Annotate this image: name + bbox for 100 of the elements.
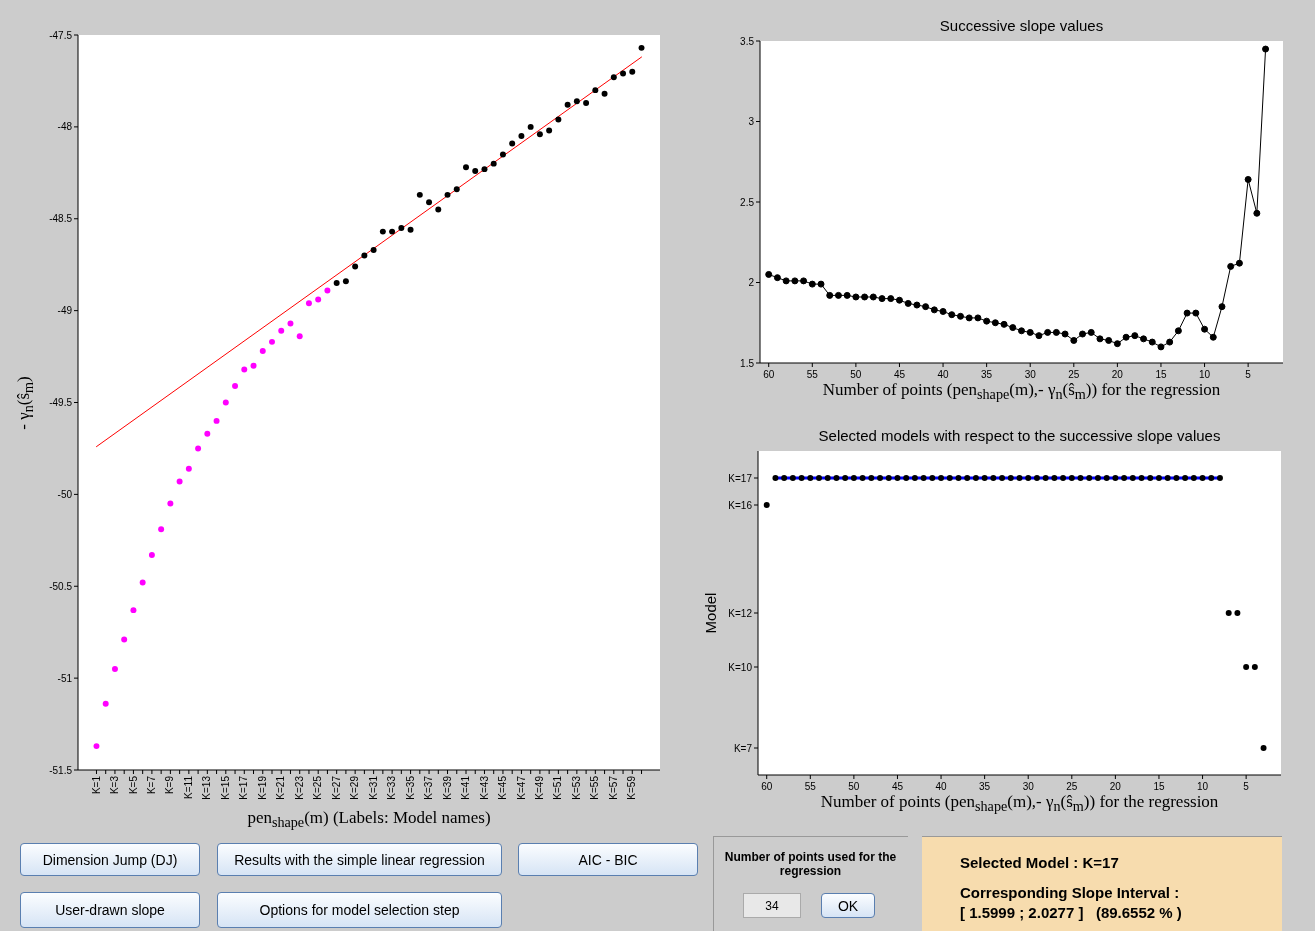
x-tick-label: 10 — [1198, 369, 1211, 381]
point — [965, 314, 973, 322]
text-field: 34 — [743, 893, 801, 918]
point — [361, 252, 368, 259]
y-axis-title: Model — [702, 591, 720, 636]
point — [195, 445, 202, 452]
y-tick-label: K=12 — [728, 607, 753, 619]
point — [826, 291, 834, 299]
point — [1182, 475, 1189, 481]
point — [852, 293, 860, 301]
x-tick-label: K=55 — [589, 775, 601, 800]
point — [920, 475, 927, 481]
point — [859, 475, 866, 481]
point — [250, 362, 257, 369]
point — [1044, 328, 1052, 336]
point — [1129, 475, 1136, 481]
point — [955, 475, 962, 481]
y-tick-label: 1.5 — [740, 357, 755, 369]
point — [1061, 330, 1069, 338]
point — [1042, 475, 1049, 481]
point — [342, 278, 349, 285]
point — [1113, 340, 1121, 348]
point — [472, 168, 479, 174]
x-tick-label: 40 — [937, 369, 950, 381]
point — [333, 280, 340, 287]
x-tick-label: 5 — [1243, 781, 1250, 793]
x-tick-label: K=9 — [164, 775, 176, 795]
x-tick-label: 35 — [981, 369, 993, 381]
point — [903, 475, 910, 481]
y-tick-label: -51.5 — [49, 764, 73, 776]
point — [1121, 475, 1128, 481]
x-tick-label: K=3 — [109, 775, 121, 795]
point — [1051, 475, 1058, 481]
y-tick-label: -50 — [57, 488, 73, 500]
point — [946, 475, 953, 481]
point — [1208, 475, 1215, 481]
x-tick-label: K=5 — [127, 775, 139, 795]
x-tick-label: 10 — [1196, 781, 1209, 793]
point — [1166, 338, 1174, 346]
y-tick-label: K=16 — [728, 499, 753, 511]
x-tick-label: K=49 — [534, 775, 545, 800]
point — [444, 191, 451, 198]
point — [1000, 320, 1008, 328]
point — [352, 263, 359, 270]
point — [1026, 328, 1034, 336]
point — [885, 475, 892, 481]
button: AIC - BIC — [518, 843, 698, 876]
text: [ 1.5999 ; 2.0277 ] (89.6552 % ) — [960, 904, 1182, 921]
point — [974, 314, 982, 322]
point — [1227, 262, 1235, 270]
point — [259, 348, 266, 355]
point — [241, 366, 248, 373]
button: User-drawn slope — [20, 892, 200, 928]
point — [121, 636, 128, 643]
point — [911, 475, 918, 481]
x-tick-label: K=33 — [386, 775, 398, 800]
point — [895, 296, 903, 304]
point — [1225, 610, 1232, 616]
x-axis-title: pen$_{shape}$(m) (Labels: Model names) — [246, 808, 492, 832]
point — [807, 475, 814, 481]
x-tick-label: K=23 — [293, 775, 305, 800]
point — [573, 98, 580, 105]
x-tick-label: 45 — [891, 781, 904, 793]
point — [416, 191, 423, 198]
point — [939, 307, 947, 315]
x-tick-label: K=1 — [90, 775, 102, 795]
point — [518, 133, 525, 140]
x-tick-label: K=19 — [256, 775, 268, 800]
point — [1016, 475, 1023, 481]
y-tick-label: -47.5 — [49, 29, 73, 41]
point — [1033, 475, 1040, 481]
x-tick-label: 40 — [935, 781, 948, 793]
point — [983, 317, 991, 325]
x-tick-label: K=35 — [404, 775, 416, 800]
point — [1094, 475, 1101, 481]
point — [564, 101, 571, 108]
point — [111, 665, 118, 672]
point — [546, 127, 553, 134]
x-tick-label: K=57 — [607, 775, 619, 800]
y-tick-label: -50.5 — [49, 580, 73, 592]
point — [772, 475, 779, 481]
point — [324, 287, 331, 294]
point — [1086, 475, 1093, 481]
point — [913, 301, 921, 309]
point — [1087, 328, 1095, 336]
point — [527, 123, 534, 130]
point — [1079, 330, 1087, 338]
y-tick-label: K=17 — [728, 472, 753, 484]
x-tick-label: 25 — [1068, 369, 1080, 381]
point — [765, 270, 773, 278]
point — [583, 100, 590, 106]
x-tick-label: K=45 — [497, 775, 509, 800]
y-tick-label: 3 — [748, 116, 755, 128]
x-tick-label: 30 — [1024, 369, 1037, 381]
point — [1077, 475, 1084, 481]
y-tick-label: -48.5 — [49, 213, 73, 225]
point — [1122, 333, 1130, 341]
y-tick-label: 2.5 — [740, 196, 755, 208]
point — [850, 475, 857, 481]
point — [991, 319, 999, 327]
